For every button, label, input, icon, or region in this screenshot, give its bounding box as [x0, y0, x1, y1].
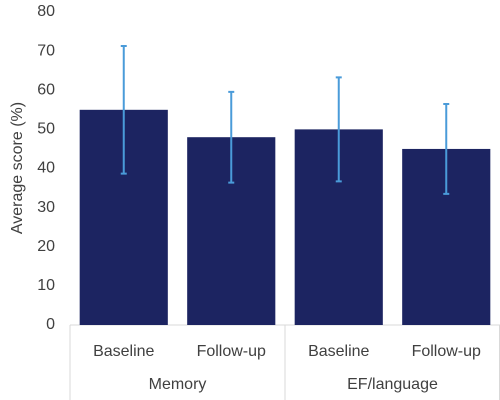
x-tick-label: Follow-up [412, 343, 481, 360]
y-tick-label: 0 [46, 316, 55, 333]
error-bar [120, 45, 127, 175]
y-axis-label: Average score (%) [9, 102, 26, 234]
y-tick-label: 10 [37, 277, 55, 294]
x-tick-label: Baseline [308, 343, 369, 360]
y-tick-label: 30 [37, 199, 55, 216]
y-tick-label: 20 [37, 238, 55, 255]
y-tick-label: 80 [37, 3, 55, 20]
error-bar [443, 102, 450, 195]
y-tick-label: 70 [37, 42, 55, 59]
error-bar [228, 90, 235, 184]
x-tick-label: Follow-up [197, 343, 266, 360]
x-tick-label: Baseline [93, 343, 154, 360]
y-tick-label: 40 [37, 160, 55, 177]
error-bar [335, 76, 342, 183]
group-label: Memory [149, 376, 207, 393]
y-tick-label: 50 [37, 121, 55, 138]
y-tick-label: 60 [37, 81, 55, 98]
group-label: EF/language [347, 376, 438, 393]
